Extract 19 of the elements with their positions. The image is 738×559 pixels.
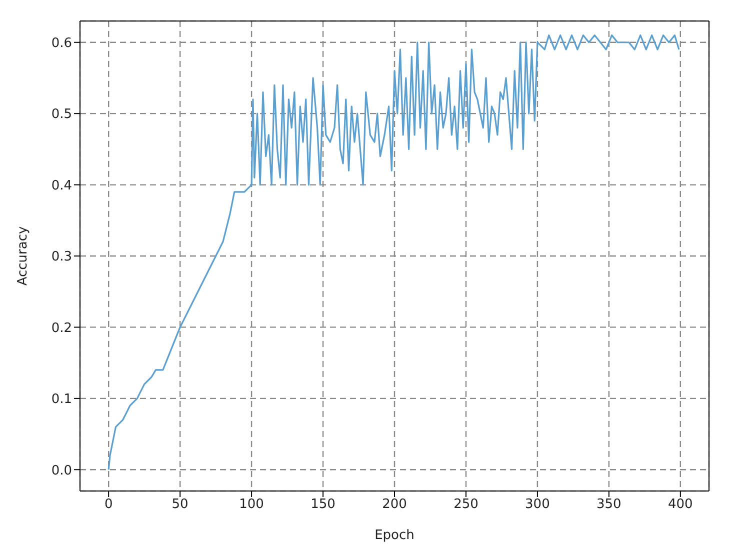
x-tick-label: 350 [596,497,622,512]
y-tick-label: 0.1 [51,392,72,408]
x-tick-label: 200 [382,497,407,512]
y-tick-label: 0.0 [51,463,72,478]
x-tick-label: 300 [525,497,550,512]
x-tick-label: 50 [172,497,188,512]
x-tick-label: 150 [310,497,336,512]
x-tick-label: 250 [454,497,478,512]
x-tick-label: 100 [239,497,264,512]
line-series [108,34,680,470]
y-axis-title: Accuracy [16,226,31,286]
y-tick-label: 0.2 [51,320,72,336]
y-tick-label: 0.6 [51,36,72,51]
y-tick-label: 0.5 [51,107,72,122]
x-axis-title: Epoch [374,528,414,543]
x-tick-label: 400 [668,497,693,512]
y-tick-label: 0.4 [51,178,72,194]
y-tick-label: 0.3 [51,250,72,265]
x-tick-label: 0 [104,497,113,512]
